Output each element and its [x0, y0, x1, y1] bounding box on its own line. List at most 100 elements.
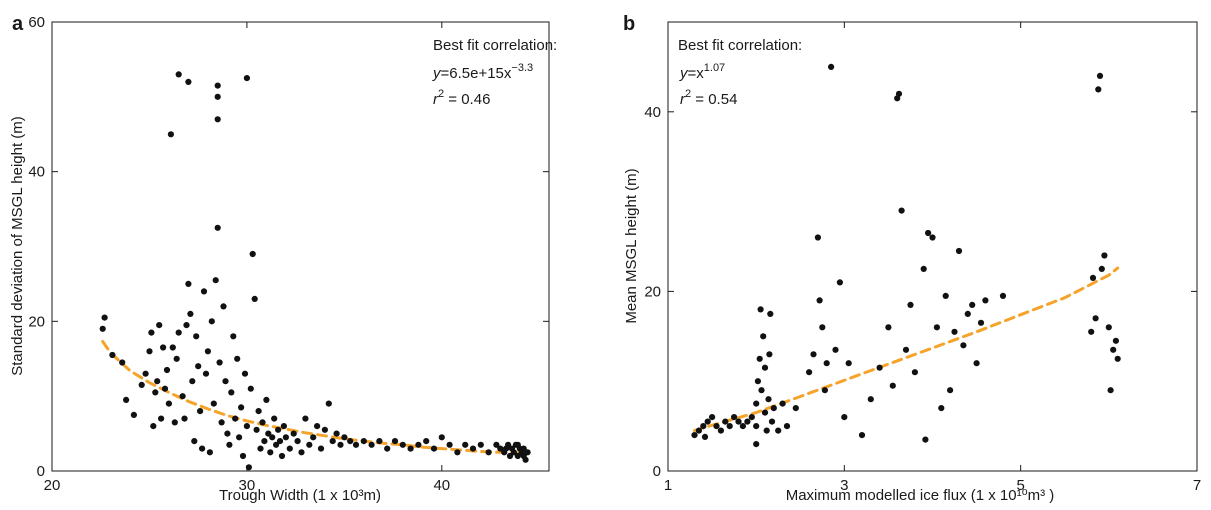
data-point — [167, 131, 174, 138]
data-point — [695, 427, 703, 434]
x-tick-label: 7 — [1193, 477, 1201, 494]
y-tick-label: 60 — [28, 14, 45, 31]
data-point — [1095, 86, 1102, 93]
panel-b-tick-labels: 1 3 5 7 0 20 40 — [644, 104, 1201, 494]
data-point — [214, 116, 221, 123]
data-point — [210, 400, 217, 407]
x-tick-label: 20 — [44, 477, 61, 494]
data-point — [183, 322, 190, 329]
data-point — [758, 387, 765, 394]
data-point — [146, 348, 153, 355]
data-point — [885, 324, 892, 331]
data-point — [384, 445, 391, 452]
data-point — [142, 370, 149, 377]
panel-a-r2: r2 = 0.46 — [433, 88, 490, 108]
data-point — [520, 445, 527, 452]
data-point — [298, 449, 305, 456]
data-point — [280, 423, 287, 430]
data-point — [101, 314, 108, 321]
panel-a-eq-exp: −3.3 — [511, 62, 533, 74]
y-tick-label: 40 — [28, 164, 45, 181]
x-tick-label: 30 — [239, 477, 256, 494]
data-point — [520, 452, 527, 460]
data-point — [1110, 346, 1117, 353]
panel-b-ticks — [667, 22, 1198, 472]
data-point — [493, 441, 500, 448]
panel-b-xlabel: Maximum modelled ice flux (1 x 10¹⁰m³ ) — [786, 487, 1055, 504]
data-point — [898, 207, 905, 214]
data-point — [257, 445, 264, 452]
data-point — [845, 360, 852, 367]
data-point — [99, 325, 106, 332]
data-point — [969, 301, 976, 308]
data-point — [216, 359, 223, 366]
data-point — [158, 415, 165, 422]
data-point — [766, 351, 773, 358]
data-point — [922, 436, 929, 443]
panel-b-equation: y=x1.07 — [679, 62, 725, 82]
data-point — [154, 378, 161, 385]
data-point — [858, 432, 866, 439]
data-point — [259, 419, 266, 426]
data-point — [265, 430, 272, 437]
data-point — [779, 400, 786, 407]
panel-a-points — [99, 71, 531, 471]
data-point — [160, 344, 167, 351]
data-point — [867, 396, 874, 403]
data-point — [895, 90, 903, 97]
data-point — [218, 419, 225, 426]
data-point — [165, 400, 172, 407]
data-point — [731, 414, 738, 421]
data-point — [783, 423, 791, 430]
data-point — [156, 322, 163, 329]
panel-a-eq-rhs: =6.5e+15x — [441, 65, 512, 82]
data-point — [269, 434, 276, 441]
data-point — [775, 427, 782, 434]
data-point — [310, 434, 317, 441]
data-point — [691, 432, 698, 439]
data-point — [179, 393, 186, 400]
panel-b-r-sup: 2 — [685, 88, 691, 100]
data-point — [982, 297, 989, 304]
data-point — [239, 452, 247, 460]
data-point — [341, 434, 348, 441]
panel-a-axes-frame — [51, 21, 550, 472]
data-point — [713, 423, 720, 430]
data-point — [130, 411, 137, 418]
data-point — [234, 355, 241, 362]
x-tick-label: 1 — [664, 477, 672, 494]
data-point — [214, 93, 221, 100]
data-point — [302, 415, 309, 422]
data-point — [999, 292, 1007, 299]
panel-b-r-value: = 0.54 — [691, 91, 737, 108]
data-point — [253, 426, 260, 433]
data-point — [271, 415, 278, 422]
data-point — [286, 445, 293, 452]
data-point — [199, 445, 206, 452]
data-point — [430, 445, 438, 452]
data-point — [977, 319, 985, 326]
data-point — [273, 441, 280, 448]
data-point — [757, 306, 764, 313]
data-point — [836, 279, 844, 286]
panel-b-r-label: r — [680, 91, 686, 108]
data-point — [251, 295, 258, 302]
data-point — [247, 385, 254, 392]
data-point — [947, 387, 954, 394]
data-point — [510, 449, 517, 456]
data-point — [123, 396, 130, 403]
data-point — [185, 280, 192, 287]
data-point — [938, 405, 945, 412]
panel-a-equation: y=6.5e+15x−3.3 — [432, 62, 533, 82]
data-point — [469, 445, 477, 452]
data-point — [770, 405, 777, 412]
data-point — [171, 419, 178, 426]
data-point — [739, 423, 747, 430]
data-point — [278, 452, 286, 460]
data-point — [942, 292, 949, 299]
data-point — [524, 449, 531, 456]
data-point — [214, 82, 221, 89]
data-point — [810, 351, 817, 358]
